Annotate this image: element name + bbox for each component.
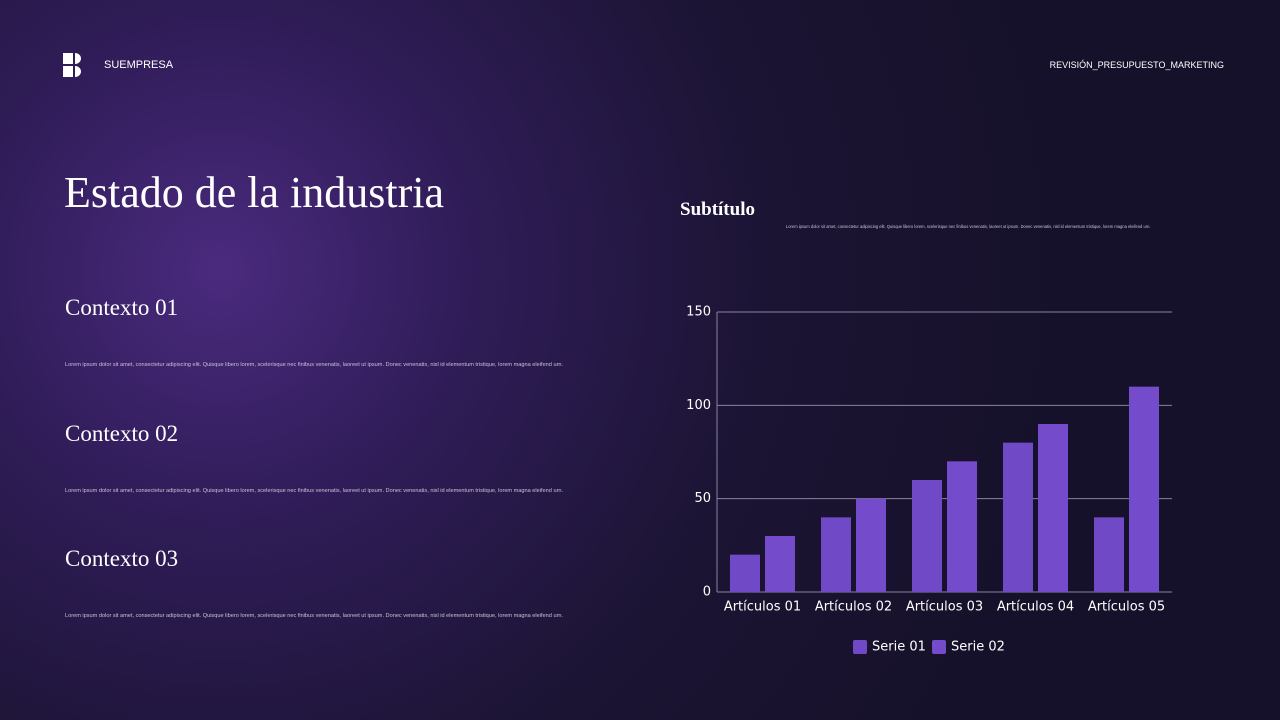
x-tick-label: Artículos 02 [815, 600, 892, 615]
section-heading: Contexto 01 [65, 295, 179, 320]
x-tick-label: Artículos 01 [724, 600, 801, 615]
bar [730, 554, 760, 592]
x-tick-label: Artículos 03 [906, 600, 983, 615]
bar [765, 536, 795, 592]
bar [1129, 386, 1159, 592]
bar [912, 480, 942, 592]
section-text: Lorem ipsum dolor sit amet, consectetur … [65, 613, 564, 619]
y-tick-label: 150 [686, 305, 711, 320]
section-text: Lorem ipsum dolor sit amet, consectetur … [65, 362, 564, 368]
x-tick-label: Artículos 05 [1088, 600, 1165, 615]
chart-description: Lorem ipsum dolor sit amet, consectetur … [786, 224, 1151, 229]
brand: SUEMPRESA [104, 59, 174, 71]
bar [821, 517, 851, 592]
section-text: Lorem ipsum dolor sit amet, consectetur … [65, 488, 564, 494]
y-tick-label: 0 [703, 585, 711, 600]
legend-swatch [853, 640, 867, 654]
section-heading: Contexto 03 [65, 546, 179, 571]
y-tick-label: 50 [694, 491, 711, 506]
section-heading: Contexto 02 [65, 421, 179, 446]
legend-swatch [932, 640, 946, 654]
legend-label: Serie 02 [951, 640, 1005, 655]
x-tick-label: Artículos 04 [997, 600, 1074, 615]
title: Estado de la industria [64, 168, 445, 217]
bar [947, 461, 977, 592]
header-label: REVISIÓN_PRESUPUESTO_MARKETING [1049, 60, 1224, 70]
bar [856, 498, 886, 592]
bar [1094, 517, 1124, 592]
logo [63, 53, 81, 77]
legend-label: Serie 01 [872, 640, 926, 655]
bar [1003, 442, 1033, 592]
bar [1038, 424, 1068, 592]
y-tick-label: 100 [686, 398, 711, 413]
chart-subtitle: Subtítulo [680, 199, 755, 220]
